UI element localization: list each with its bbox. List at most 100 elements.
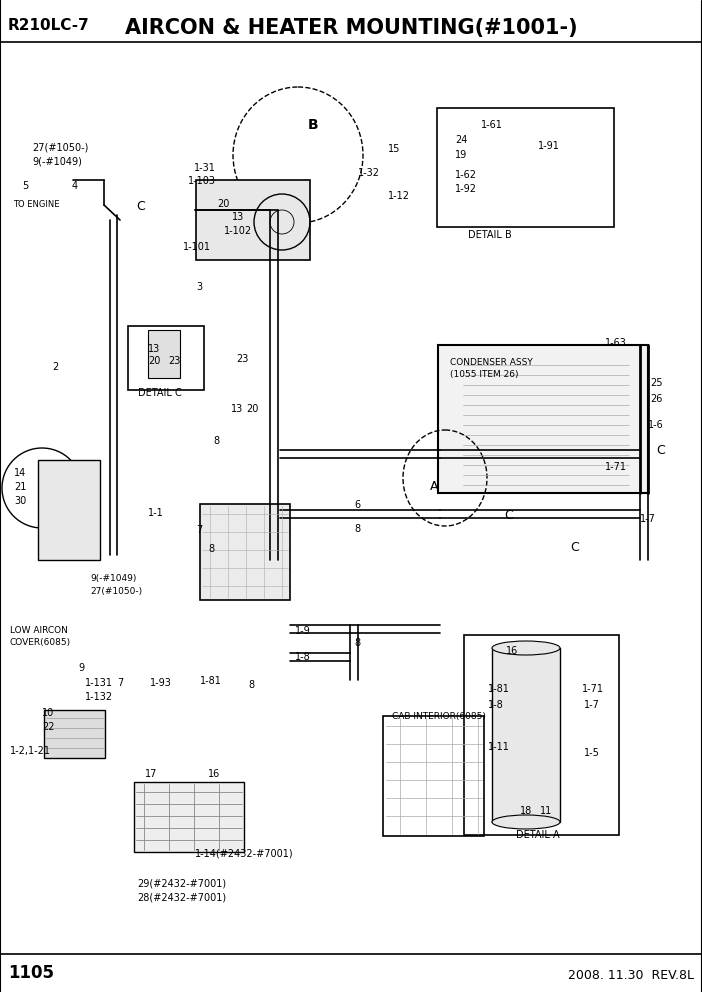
Ellipse shape: [492, 815, 560, 829]
Bar: [148, 330, 180, 378]
Text: 10: 10: [42, 708, 54, 718]
Bar: [38, 460, 100, 560]
Text: TO ENGINE: TO ENGINE: [13, 200, 60, 209]
Text: B: B: [308, 118, 319, 132]
Text: COVER(6085): COVER(6085): [10, 638, 71, 647]
Bar: [128, 326, 204, 390]
Text: DETAIL B: DETAIL B: [468, 230, 512, 240]
Text: 26: 26: [650, 394, 663, 404]
Text: 8: 8: [208, 544, 214, 554]
Text: 9: 9: [78, 663, 84, 673]
Text: 21: 21: [14, 482, 27, 492]
Text: DETAIL A: DETAIL A: [516, 830, 559, 840]
Text: 22: 22: [42, 722, 55, 732]
Text: 23: 23: [236, 354, 249, 364]
Text: 1-6: 1-6: [648, 420, 664, 430]
Text: 15: 15: [388, 144, 400, 154]
Text: 5: 5: [22, 181, 28, 191]
Text: 1-5: 1-5: [584, 748, 600, 758]
Text: 16: 16: [208, 769, 220, 779]
Text: 1-103: 1-103: [188, 176, 216, 186]
Bar: [438, 345, 648, 493]
Text: 8: 8: [354, 638, 360, 648]
Text: 1-2,1-21: 1-2,1-21: [10, 746, 51, 756]
Text: 1-71: 1-71: [605, 462, 627, 472]
Text: 1-91: 1-91: [538, 141, 560, 151]
Text: 1-92: 1-92: [455, 184, 477, 194]
Text: 1-8: 1-8: [295, 652, 311, 662]
Text: 8: 8: [213, 436, 219, 446]
Text: 1-11: 1-11: [488, 742, 510, 752]
Bar: [492, 648, 560, 822]
Text: 1-93: 1-93: [150, 678, 172, 688]
Text: 23: 23: [168, 356, 180, 366]
Text: 1105: 1105: [8, 964, 54, 982]
Text: 1-102: 1-102: [224, 226, 252, 236]
Text: 11: 11: [540, 806, 552, 816]
Text: 9(-#1049): 9(-#1049): [90, 574, 136, 583]
Text: 7: 7: [117, 678, 124, 688]
Text: 8: 8: [248, 680, 254, 690]
Text: CONDENSER ASSY: CONDENSER ASSY: [450, 358, 533, 367]
Text: 2: 2: [52, 362, 58, 372]
Text: 1-63: 1-63: [605, 338, 627, 348]
Text: 13: 13: [231, 404, 244, 414]
Text: 9(-#1049): 9(-#1049): [32, 156, 82, 166]
Text: LOW AIRCON: LOW AIRCON: [10, 626, 68, 635]
Bar: [464, 635, 619, 835]
Text: 4: 4: [72, 181, 78, 191]
Text: C: C: [136, 200, 145, 213]
Text: 27(#1050-): 27(#1050-): [90, 587, 142, 596]
Text: 19: 19: [455, 150, 468, 160]
Text: 1-9: 1-9: [295, 626, 311, 636]
Text: 7: 7: [196, 525, 202, 535]
Text: C: C: [504, 509, 512, 522]
Text: 1-7: 1-7: [584, 700, 600, 710]
Text: 13: 13: [148, 344, 160, 354]
Text: 1-81: 1-81: [200, 676, 222, 686]
Text: CAB INTERIOR(6085): CAB INTERIOR(6085): [392, 712, 486, 721]
Text: 29(#2432-#7001): 29(#2432-#7001): [137, 878, 226, 888]
Bar: [383, 716, 484, 836]
Text: 1-12: 1-12: [388, 191, 410, 201]
Text: 20: 20: [217, 199, 230, 209]
Text: 13: 13: [232, 212, 244, 222]
Text: 24: 24: [455, 135, 468, 145]
Text: DETAIL C: DETAIL C: [138, 388, 182, 398]
Text: 16: 16: [506, 646, 518, 656]
Text: 1-81: 1-81: [488, 684, 510, 694]
Text: R210LC-7: R210LC-7: [8, 18, 90, 33]
Bar: [437, 108, 614, 227]
Text: 1-7: 1-7: [640, 514, 656, 524]
Text: C: C: [570, 541, 578, 554]
Text: 1-61: 1-61: [481, 120, 503, 130]
Text: 3: 3: [196, 282, 202, 292]
Text: 20: 20: [148, 356, 160, 366]
Text: 1-32: 1-32: [358, 168, 380, 178]
Ellipse shape: [492, 641, 560, 655]
Text: 1-62: 1-62: [455, 170, 477, 180]
Text: 1-8: 1-8: [488, 700, 504, 710]
Text: AIRCON & HEATER MOUNTING(#1001-): AIRCON & HEATER MOUNTING(#1001-): [125, 18, 577, 38]
Text: 1-1: 1-1: [148, 508, 164, 518]
Bar: [44, 710, 105, 758]
Text: 1-31: 1-31: [194, 163, 216, 173]
Text: 1-14(#2432-#7001): 1-14(#2432-#7001): [195, 848, 293, 858]
Text: 8: 8: [354, 524, 360, 534]
Text: 14: 14: [14, 468, 26, 478]
Text: C: C: [656, 444, 665, 457]
Text: 27(#1050-): 27(#1050-): [32, 143, 88, 153]
Text: 20: 20: [246, 404, 258, 414]
Text: 1-101: 1-101: [183, 242, 211, 252]
Text: 30: 30: [14, 496, 26, 506]
Text: 2008. 11.30  REV.8L: 2008. 11.30 REV.8L: [568, 969, 694, 982]
Text: 6: 6: [354, 500, 360, 510]
Text: 1-132: 1-132: [85, 692, 113, 702]
Text: 28(#2432-#7001): 28(#2432-#7001): [137, 892, 226, 902]
Bar: [200, 504, 290, 600]
Text: (1055 ITEM 26): (1055 ITEM 26): [450, 370, 519, 379]
Text: 18: 18: [520, 806, 532, 816]
Text: 25: 25: [650, 378, 663, 388]
Bar: [196, 180, 310, 260]
Text: 1-131: 1-131: [85, 678, 113, 688]
